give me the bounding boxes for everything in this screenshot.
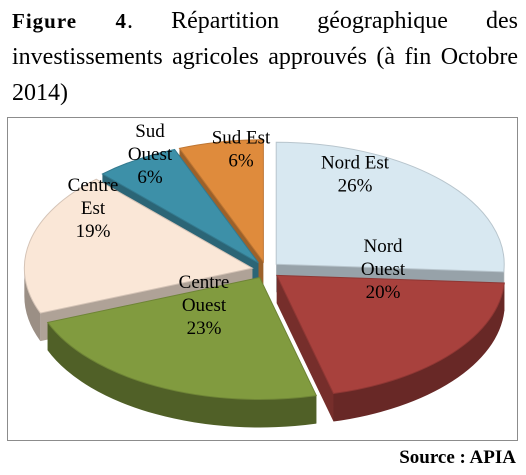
slice-label-2: Centre Ouest 23% [179, 272, 230, 339]
slice-side-1 [276, 275, 334, 422]
slice-wall-3 [24, 268, 41, 342]
pie-chart: Nord Est 26% Nord Ouest 20% Centre Ouest 23% Cen… [23, 121, 505, 428]
chart-frame: Nord Est 26% Nord Ouest 20% Centre Ouest 23% Cen… [7, 117, 518, 441]
figure-label: Figure 4 [12, 9, 127, 33]
slice-label-3: Centre Est 19% [68, 175, 119, 242]
slice-label-5: Sud Est 6% [212, 128, 271, 172]
slice-label-0: Nord Est 26% [321, 153, 390, 197]
source-note: Source : APIA [399, 447, 516, 468]
slice-label-1: Nord Ouest 20% [361, 236, 406, 303]
caption-text: . Répartition géographique des investiss… [12, 8, 518, 106]
pie-slice-5 [178, 139, 264, 264]
pie-slice-4 [101, 148, 259, 264]
slice-label-4: Sud Ouest 6% [128, 121, 173, 188]
figure-caption: Figure 4. Répartition géographique des i… [12, 3, 518, 111]
slice-wall-2 [47, 322, 317, 428]
pie-slice-1 [275, 274, 505, 395]
pie-slice-2 [46, 276, 318, 400]
pie-slice-3 [23, 178, 254, 314]
slice-wall-1 [333, 283, 505, 422]
pie-slice-0 [275, 141, 505, 273]
